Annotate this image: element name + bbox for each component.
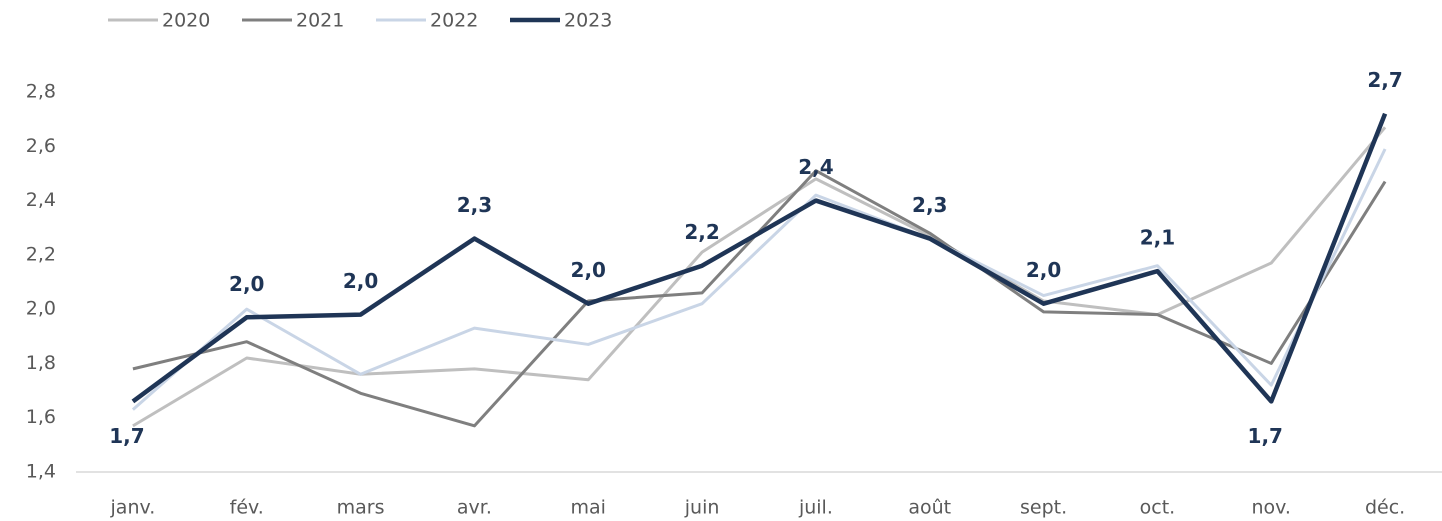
series-line: [132, 126, 1387, 428]
x-tick-label: mars: [337, 497, 385, 519]
data-label: 2,0: [1026, 258, 1061, 282]
series-line: [131, 112, 1388, 404]
series-line: [131, 148, 1387, 411]
y-tick-label: 1,4: [26, 461, 56, 483]
x-tick-label: nov.: [1252, 497, 1291, 519]
y-tick-label: 2,0: [26, 298, 56, 320]
y-tick-label: 2,6: [26, 135, 56, 157]
x-tick-label: avr.: [457, 497, 492, 519]
series-line: [132, 169, 1387, 428]
legend-label: 2022: [430, 10, 478, 32]
data-label: 2,2: [684, 220, 719, 244]
data-label: 2,1: [1140, 226, 1175, 250]
y-tick-label: 2,8: [26, 81, 56, 103]
y-tick-label: 1,8: [26, 352, 56, 374]
legend-label: 2020: [162, 10, 210, 32]
data-label: 2,3: [457, 193, 492, 217]
legend-label: 2023: [564, 10, 612, 32]
y-tick-label: 1,6: [26, 406, 56, 428]
data-label: 1,7: [1248, 424, 1283, 448]
y-tick-label: 2,2: [26, 243, 56, 265]
x-tick-label: juil.: [798, 497, 833, 519]
x-tick-label: oct.: [1140, 497, 1176, 519]
data-label: 1,7: [109, 424, 144, 448]
x-tick-label: juin: [684, 497, 720, 519]
data-label: 2,4: [798, 155, 833, 179]
data-label: 2,0: [571, 258, 606, 282]
data-label: 2,3: [912, 193, 947, 217]
x-tick-label: août: [908, 497, 951, 519]
data-label: 2,7: [1367, 68, 1402, 92]
data-label: 2,0: [343, 269, 378, 293]
x-tick-label: fév.: [230, 497, 264, 519]
x-tick-label: déc.: [1365, 497, 1405, 519]
y-tick-label: 2,4: [26, 189, 56, 211]
legend-label: 2021: [296, 10, 344, 32]
data-label: 2,0: [229, 272, 264, 296]
x-tick-label: mai: [571, 497, 606, 519]
x-tick-label: sept.: [1020, 497, 1067, 519]
x-tick-label: janv.: [110, 497, 156, 519]
